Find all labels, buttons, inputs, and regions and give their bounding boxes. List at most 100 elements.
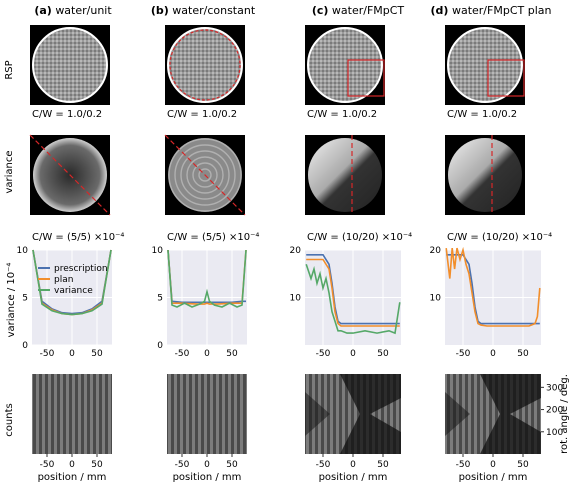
row-label-variance: variance (4, 150, 15, 193)
counts-shadow-d (480, 374, 541, 454)
variance-row (29, 134, 525, 216)
legend-label-variance: variance (54, 286, 93, 296)
counts-x-tick-label: 0 (490, 460, 496, 470)
counts-y-tick-label: 300 (546, 383, 563, 393)
rsp-phantom-c (307, 27, 383, 103)
rsp-caption-c: C/W = 1.0/0.2 (307, 109, 377, 120)
rsp-phantom-a (32, 27, 108, 103)
counts-x-tick-label: -50 (316, 460, 331, 470)
series-line-variance (32, 249, 112, 316)
y-tick-label: 10 (430, 294, 442, 304)
variance-profile-line-a (29, 134, 111, 216)
y-tick-label: 20 (430, 246, 442, 256)
x-tick-label: 50 (226, 349, 238, 359)
counts-y-axis-label: rot. angle / deg. (559, 374, 570, 454)
rsp-roi-square-c (347, 59, 385, 97)
series-line-plan (306, 258, 400, 327)
x-tick-label: -50 (316, 349, 331, 359)
variance-map-d (448, 138, 522, 212)
counts-shadow-c-left (305, 392, 330, 436)
counts-y-tick-label: 200 (546, 406, 563, 416)
series-line-plan (445, 246, 541, 327)
variance-plot-ylabel: variance / 10⁻⁴ (6, 263, 17, 338)
column-title-d: (d) water/FMpCT plan (431, 4, 552, 17)
counts-x-tick-label: 0 (69, 460, 75, 470)
y-tick-label: 5 (22, 294, 28, 304)
y-tick-label: 0 (22, 341, 28, 351)
variance-map-c (308, 138, 382, 212)
rsp-caption-b: C/W = 1.0/0.2 (167, 109, 237, 120)
series-line-prescription (446, 254, 540, 325)
x-tick-label: -50 (40, 349, 55, 359)
counts-shadow-d-left (445, 392, 470, 436)
rsp-roi-square-d (487, 59, 525, 97)
x-tick-label: 0 (69, 349, 75, 359)
x-tick-label: 50 (377, 349, 389, 359)
rsp-row (30, 25, 525, 105)
counts-x-axis-label: position / mm (38, 472, 107, 483)
row-label-counts: counts (4, 403, 15, 436)
series-line-prescription (167, 249, 246, 304)
counts-x-tick-label: -50 (40, 460, 55, 470)
variance-caption-c: C/W = (10/20) ×10⁻⁴ (307, 232, 412, 243)
series-line-prescription (32, 249, 112, 315)
x-tick-label: 0 (204, 349, 210, 359)
x-tick-label: 0 (490, 349, 496, 359)
x-tick-label: 50 (91, 349, 103, 359)
y-tick-label: 10 (290, 294, 302, 304)
x-tick-label: 50 (517, 349, 529, 359)
column-title-a: (a) water/unit (34, 4, 112, 17)
counts-x-axis-label: position / mm (319, 472, 388, 483)
y-tick-label: 10 (17, 246, 29, 256)
rsp-caption-a: C/W = 1.0/0.2 (32, 109, 102, 120)
counts-x-axis-label: position / mm (459, 472, 528, 483)
y-tick-label: 20 (290, 246, 302, 256)
plot-panel-b: -50 0 50 0 5 10 (152, 246, 247, 359)
plot-panel-d: -50 0 50 10 20 (430, 246, 541, 359)
counts-sinogram-a (32, 374, 112, 454)
x-tick-label: 0 (350, 349, 356, 359)
counts-x-tick-label: 50 (226, 460, 238, 470)
counts-y-tick-label: 100 (546, 428, 563, 438)
counts-x-tick-label: 50 (517, 460, 529, 470)
series-line-plan (167, 249, 247, 305)
counts-axes: -50 0 50 position / mm -50 0 50 position / mm -5… (38, 374, 570, 483)
x-tick-label: -50 (175, 349, 190, 359)
variance-caption-b: C/W = (5/5) ×10⁻⁴ (167, 232, 259, 243)
y-tick-label: 10 (152, 246, 164, 256)
counts-x-tick-label: 0 (350, 460, 356, 470)
variance-caption-a: C/W = (5/5) ×10⁻⁴ (32, 232, 124, 243)
series-line-prescription (306, 254, 400, 325)
legend-label-plan: plan (54, 275, 73, 285)
counts-sinogram-b (167, 374, 247, 454)
column-title-b: (b) water/constant (151, 4, 256, 17)
counts-x-tick-label: 50 (91, 460, 103, 470)
rsp-roi-circle-b (169, 29, 241, 101)
row-label-rsp: RSP (4, 60, 15, 79)
counts-x-tick-label: 50 (377, 460, 389, 470)
y-tick-label: 5 (157, 294, 163, 304)
series-line-variance (167, 249, 247, 308)
rsp-phantom-d (447, 27, 523, 103)
plot-panel-c: -50 0 50 10 20 (290, 246, 401, 359)
y-tick-label: 0 (157, 341, 163, 351)
series-line-variance (305, 264, 401, 335)
counts-x-tick-label: -50 (175, 460, 190, 470)
counts-shadow-c (340, 374, 401, 454)
rsp-phantom-b (167, 27, 243, 103)
x-tick-label: -50 (456, 349, 471, 359)
legend-label-prescription: prescription (54, 264, 108, 274)
counts-x-axis-label: position / mm (173, 472, 242, 483)
counts-row (32, 374, 541, 454)
counts-x-tick-label: 0 (204, 460, 210, 470)
variance-profile-line-b (164, 134, 246, 216)
rsp-caption-d: C/W = 1.0/0.2 (447, 109, 517, 120)
counts-x-tick-label: -50 (456, 460, 471, 470)
variance-caption-d: C/W = (10/20) ×10⁻⁴ (447, 232, 552, 243)
variance-rings-b (168, 138, 242, 212)
column-titles: (a) water/unit (b) water/constant (c) wa… (34, 4, 551, 17)
